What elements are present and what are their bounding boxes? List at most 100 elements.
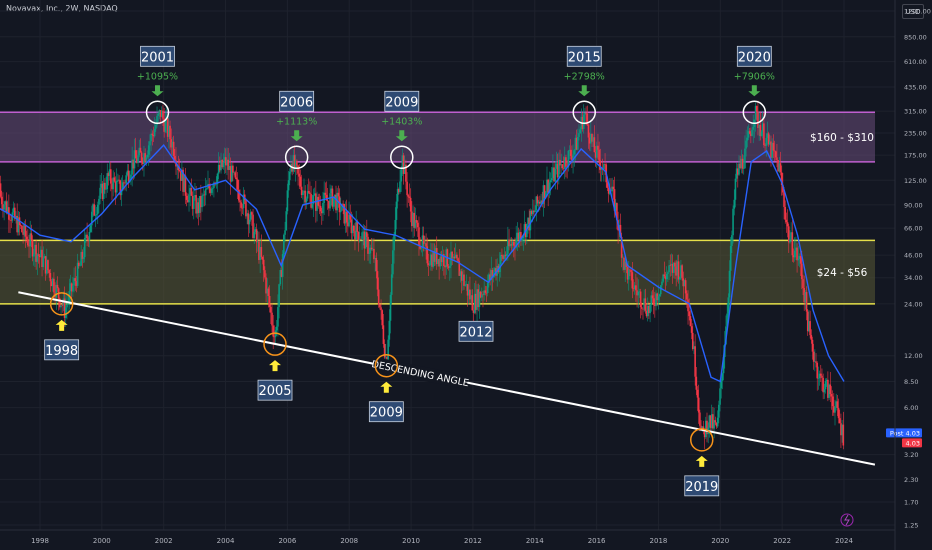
candle-body <box>795 247 797 251</box>
candle-body <box>38 255 41 258</box>
candle-body <box>783 192 785 207</box>
trough-arrow <box>269 360 282 372</box>
trough-year-label-box <box>257 379 293 401</box>
trough-arrow <box>55 319 68 331</box>
candle-body <box>838 418 841 424</box>
candle-body <box>95 214 98 215</box>
candle-body <box>697 397 700 413</box>
candle-body <box>515 239 517 248</box>
candle-body <box>448 265 451 268</box>
currency-badge[interactable]: USD <box>902 4 924 19</box>
candle-body <box>40 249 42 258</box>
candle-body <box>603 164 605 170</box>
candle-body <box>572 154 574 161</box>
candle-body <box>549 180 552 183</box>
candle-body <box>665 273 668 280</box>
candle-body <box>383 343 386 358</box>
candle-body <box>680 265 682 277</box>
candle-body <box>89 225 92 232</box>
candle-body <box>747 131 750 138</box>
candle-body <box>312 195 315 205</box>
time-tick-label: 2018 <box>650 537 668 545</box>
candle-body <box>390 274 393 295</box>
candle-body <box>234 172 237 178</box>
candle-body <box>569 149 572 156</box>
candle-body <box>380 307 382 311</box>
candle-body <box>337 192 340 197</box>
candle-body <box>811 339 814 352</box>
candle-body <box>677 261 680 280</box>
candle-body <box>155 124 157 129</box>
candle-body <box>817 378 820 379</box>
candle-body <box>507 239 509 254</box>
candle-body <box>47 260 49 271</box>
price-tick-label: 610.00 <box>904 58 927 66</box>
candle-body <box>721 373 724 381</box>
candle-body <box>81 251 84 259</box>
candle-body <box>252 214 254 239</box>
candle-body <box>73 278 75 286</box>
candle-body <box>777 160 779 172</box>
candle-body <box>48 270 50 274</box>
trough-year-label: 2019 <box>685 480 718 495</box>
candle-body <box>411 211 413 227</box>
price-tick-label: 315.00 <box>904 108 927 116</box>
candle-body <box>400 169 402 182</box>
price-tick-label: 12.00 <box>904 352 923 360</box>
candle-body <box>840 423 842 436</box>
candle-body <box>67 302 69 305</box>
candle-body <box>674 262 676 267</box>
candle-body <box>425 243 427 247</box>
candle-body <box>226 159 228 166</box>
candle-body <box>745 140 747 149</box>
candle-body <box>476 289 478 310</box>
candle-body <box>533 210 535 213</box>
candle-body <box>444 265 446 268</box>
candle-body <box>168 125 170 137</box>
price-tick-label: 435.00 <box>904 83 927 91</box>
candle-body <box>379 304 381 308</box>
candle-body <box>305 198 308 203</box>
candle-body <box>249 212 252 220</box>
candle-body <box>636 290 638 296</box>
trough-circle <box>49 292 74 316</box>
candle-body <box>66 304 68 308</box>
peak-circle <box>284 145 309 170</box>
candle-body <box>754 106 757 120</box>
candle-body <box>171 141 174 148</box>
peak-gain-label: +1095% <box>137 71 178 82</box>
candle-body <box>76 262 79 286</box>
candle-body <box>13 207 16 219</box>
candle-body <box>650 295 653 305</box>
symbol-title: Novavax, Inc., 2W, NASDAQ <box>6 4 118 13</box>
candle-body <box>734 178 737 200</box>
candle-body <box>833 406 835 413</box>
candle-body <box>520 231 522 242</box>
candle-body <box>343 203 346 224</box>
candle-body <box>523 224 526 236</box>
candle-body <box>297 165 299 174</box>
candle-body <box>673 262 675 273</box>
candle-body <box>94 214 97 216</box>
candle-body <box>352 225 355 231</box>
candle-body <box>208 183 210 189</box>
candle-body <box>827 379 829 398</box>
candle-body <box>612 186 615 190</box>
candle-body <box>526 223 528 238</box>
candle-body <box>239 200 241 203</box>
zone-label: $160 - $310 <box>810 132 874 144</box>
candle-body <box>592 137 595 142</box>
candle-body <box>19 225 22 226</box>
candle-body <box>670 263 673 266</box>
candle-body <box>182 169 184 192</box>
candle-body <box>530 210 533 215</box>
candle-body <box>478 291 481 308</box>
candle-body <box>504 254 507 257</box>
candle-body <box>151 133 154 135</box>
candle-body <box>703 429 706 438</box>
candle-body <box>42 258 45 268</box>
candle-body <box>511 241 514 246</box>
candle-body <box>201 195 203 208</box>
